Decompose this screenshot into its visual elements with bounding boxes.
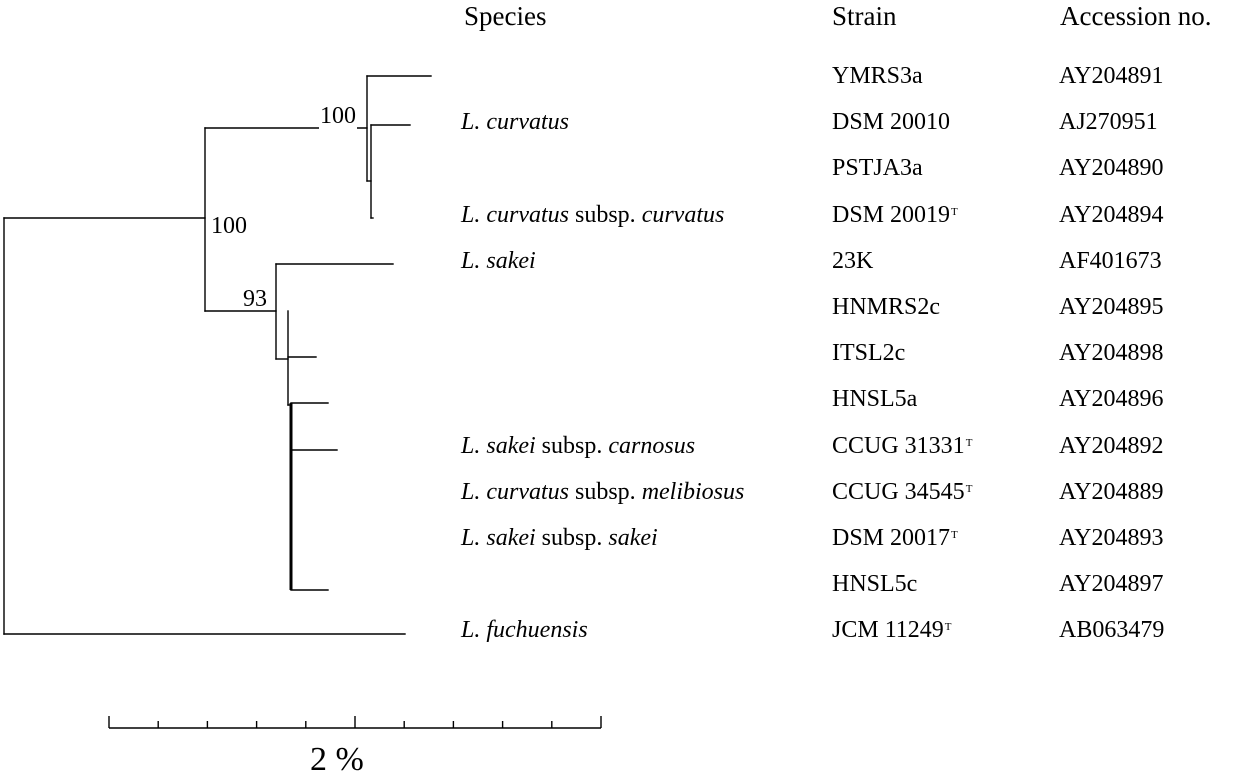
type-strain-marker: T [965, 482, 973, 495]
strain-text: 23K [832, 247, 874, 274]
strain-text: DSM 20010 [832, 109, 951, 136]
strain-name: CCUG 31331T [832, 432, 972, 460]
accession-number: AY204891 [1059, 63, 1164, 89]
type-strain-marker: T [951, 205, 958, 218]
strain-text: CCUG 34545 [832, 478, 965, 505]
bootstrap-root-split: 100 [211, 213, 247, 239]
header-accession: Accession no. [1060, 1, 1212, 31]
accession-number: AY204897 [1059, 571, 1164, 598]
strain-text: DSM 20019 [832, 201, 951, 228]
accession-number: AF401673 [1059, 247, 1162, 274]
strain-name: ITSL2c [832, 339, 905, 367]
type-strain-marker: T [965, 436, 973, 449]
accession-number: AY204890 [1059, 155, 1164, 182]
strain-name: YMRS3a [832, 62, 923, 90]
accession-number: AY204896 [1059, 386, 1164, 413]
header-strain: Strain [832, 1, 897, 31]
strain-name: HNSL5c [832, 570, 917, 598]
header-species: Species [464, 1, 547, 31]
accession-number: AJ270951 [1059, 109, 1158, 136]
strain-text: YMRS3a [832, 63, 923, 89]
type-strain-marker: T [951, 529, 958, 541]
strain-name: PSTJA3a [832, 154, 923, 182]
strain-name: HNSL5a [832, 385, 917, 413]
strain-text: HNSL5a [832, 386, 918, 413]
strain-name: DSM 20019T [832, 201, 958, 229]
strain-name: CCUG 34545T [832, 478, 972, 506]
accession-number: AY204894 [1059, 201, 1164, 228]
species-name: L. fuchuensis [461, 617, 588, 644]
strain-text: PSTJA3a [832, 155, 923, 182]
strain-name: 23K [832, 247, 873, 275]
strain-text: HNSL5c [832, 571, 918, 598]
strain-name: JCM 11249T [832, 616, 952, 644]
accession-number: AY204895 [1059, 294, 1164, 320]
strain-name: DSM 20017T [832, 524, 958, 552]
accession-number: AB063479 [1059, 617, 1165, 644]
species-name: L. sakei [461, 247, 536, 274]
bootstrap-sakei: 93 [243, 286, 267, 312]
scale-bar-label: 2 % [310, 741, 364, 778]
strain-text: JCM 11249 [832, 617, 944, 644]
accession-number: AY204893 [1059, 525, 1164, 551]
strain-text: HNMRS2c [832, 294, 941, 320]
bootstrap-curvatus: 100 [319, 102, 357, 130]
strain-name: HNMRS2c [832, 293, 940, 321]
species-name: L. curvatus [461, 109, 569, 136]
accession-number: AY204892 [1059, 432, 1164, 459]
species-name: L. sakei subsp. sakei [461, 525, 658, 551]
accession-number: AY204898 [1059, 340, 1164, 367]
species-name: L. curvatus subsp. curvatus [461, 201, 725, 228]
strain-text: ITSL2c [832, 340, 906, 367]
strain-text: DSM 20017 [832, 525, 951, 551]
accession-number: AY204889 [1059, 478, 1164, 505]
type-strain-marker: T [944, 621, 952, 634]
strain-text: CCUG 31331 [832, 432, 965, 459]
species-name: L. sakei subsp. carnosus [461, 432, 696, 459]
scale-bar [108, 716, 602, 729]
strain-name: DSM 20010 [832, 108, 950, 136]
species-name: L. curvatus subsp. melibiosus [461, 478, 745, 505]
